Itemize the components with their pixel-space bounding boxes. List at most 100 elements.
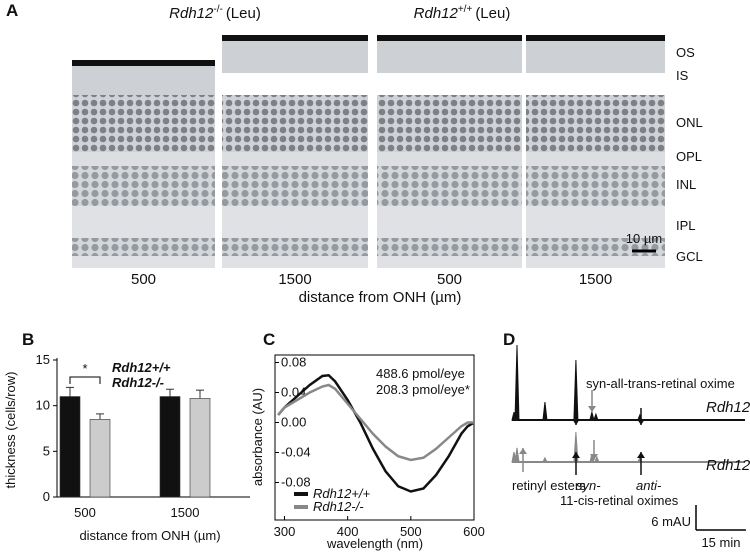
y-label: thickness (cells/row) [3, 371, 18, 488]
tissue-layer [222, 256, 368, 268]
layer-label: OPL [676, 149, 702, 164]
panel-letter: B [22, 330, 34, 349]
tissue-layer [377, 256, 522, 268]
arrow-head [637, 419, 645, 425]
x-tick-label: 400 [337, 524, 359, 539]
annotation: 208.3 pmol/eye* [376, 382, 470, 397]
plot-frame [274, 354, 475, 521]
peak [514, 344, 520, 421]
panel-letter: D [503, 330, 515, 349]
x-label: distance from ONH (µm) [299, 289, 462, 306]
x-tick-label: 1500 [171, 505, 200, 520]
tissue-layer [72, 95, 215, 152]
tissue-layer [222, 152, 368, 166]
y-tick-label: 0.04 [281, 385, 306, 400]
bar [89, 419, 111, 498]
peak [593, 412, 599, 421]
x-tick-label: 300 [274, 524, 296, 539]
annotation: anti- [636, 478, 662, 493]
tissue-layer [377, 152, 522, 166]
annotation: retinyl esters [512, 478, 586, 493]
peak [589, 411, 595, 421]
tissue-layer [222, 41, 368, 73]
tissue-layer [72, 152, 215, 166]
image-label: 500 [437, 271, 462, 288]
line [277, 383, 474, 462]
legend-entry: Rdh12+/+ [313, 486, 371, 501]
y-tick-label: -0.08 [281, 475, 311, 490]
tissue-layer [222, 35, 368, 41]
tissue-layer [526, 35, 665, 41]
layer-label: OS [676, 45, 695, 60]
tissue-layer [72, 66, 215, 98]
line [277, 373, 475, 493]
y-tick-label: 0 [43, 489, 50, 504]
annotation: syn- [576, 478, 601, 493]
tissue-layer [377, 95, 522, 152]
annotation: * [82, 361, 87, 376]
x-tick-label: 500 [74, 505, 96, 520]
arrow-head [637, 452, 645, 458]
layer-label: INL [676, 177, 696, 192]
tissue-layer [222, 238, 368, 256]
y-tick-label: 10 [36, 398, 50, 413]
y-tick-label: -0.04 [281, 445, 311, 460]
annotation: 11-cis-retinal oximes [560, 493, 679, 508]
bar [189, 398, 211, 498]
peak [542, 456, 548, 463]
tissue-layer [526, 152, 665, 166]
scale-bar-label: 10 µm [626, 231, 662, 246]
image-label: 1500 [278, 271, 311, 288]
x-label: wavelength (nm) [326, 536, 423, 551]
annotation: syn-all-trans-retinal oxime [586, 376, 735, 391]
y-label: absorbance (AU) [250, 388, 265, 486]
legend-entry: Rdh12-/- [706, 457, 750, 474]
layer-label: IS [676, 68, 689, 83]
tissue-layer [526, 95, 665, 152]
tissue-layer [377, 238, 522, 256]
y-tick-label: 0.08 [281, 355, 306, 370]
x-tick-label: 500 [400, 524, 422, 539]
layer-label: GCL [676, 249, 703, 264]
tissue-layer [526, 41, 665, 73]
tissue-layer [72, 238, 215, 256]
y-tick-label: 5 [43, 443, 50, 458]
legend-entry: Rdh12+/+ [112, 360, 171, 375]
panel-letter: A [6, 1, 18, 20]
panel-letter: C [263, 330, 275, 349]
tissue-layer [72, 256, 215, 268]
image-label: 1500 [579, 271, 612, 288]
annotation: 488.6 pmol/eye [376, 366, 465, 381]
tissue-layer [72, 166, 215, 206]
x-label: distance from ONH (µm) [79, 528, 220, 543]
peak [514, 447, 520, 463]
arrow-head [572, 452, 580, 458]
group-title: Rdh12-/- (Leu) [169, 4, 261, 22]
tissue-layer [377, 206, 522, 238]
tissue-layer [222, 166, 368, 206]
arrow-head [572, 419, 580, 425]
peak [542, 402, 548, 421]
tissue-layer [222, 95, 368, 152]
tissue-layer [526, 256, 665, 268]
bar [159, 396, 181, 498]
legend-entry: Rdh12-/- [313, 499, 364, 514]
tissue-layer [377, 41, 522, 73]
tissue-layer [526, 238, 665, 256]
arrow-head [588, 406, 596, 412]
peak [594, 455, 600, 463]
scale-label: 15 min [701, 535, 740, 550]
y-tick-label: 0.00 [281, 415, 306, 430]
y-tick-label: 15 [36, 352, 50, 367]
tissue-layer [377, 35, 522, 41]
group-title: Rdh12+/+ (Leu) [414, 4, 511, 22]
tissue-layer [377, 166, 522, 206]
layer-label: IPL [676, 218, 696, 233]
tissue-layer [222, 206, 368, 238]
x-tick-label: 600 [463, 524, 485, 539]
significance-bracket [69, 376, 101, 384]
scale-label: 6 mAU [651, 514, 691, 529]
arrow-head [590, 454, 598, 460]
arrow-head [519, 448, 527, 454]
